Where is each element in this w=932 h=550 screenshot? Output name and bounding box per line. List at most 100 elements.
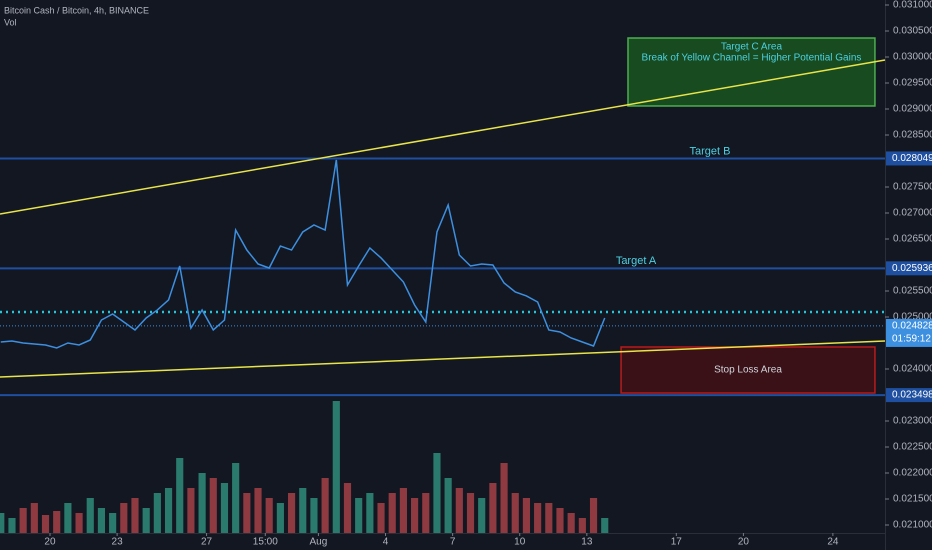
volume-bar: [500, 463, 508, 533]
volume-bar: [153, 493, 161, 533]
volume-bar: [556, 508, 564, 533]
y-tick-label: 0.027500: [893, 182, 932, 193]
y-tick-label: 0.027000: [893, 208, 932, 219]
volume-bar: [422, 493, 430, 533]
volume-bar: [30, 503, 38, 533]
volume-bar: [120, 503, 128, 533]
volume-bar: [478, 498, 486, 533]
volume-bar: [310, 498, 318, 533]
volume-bar: [377, 503, 385, 533]
volume-bar: [567, 513, 575, 533]
volume-label: Vol: [4, 17, 17, 27]
zone: [627, 37, 876, 107]
volume-bar: [589, 498, 598, 533]
x-tick-label: 20: [44, 537, 56, 548]
x-tick-label: 23: [112, 537, 124, 548]
volume-bar: [64, 503, 72, 533]
x-tick-label: 15:00: [253, 537, 278, 548]
volume-bar: [131, 498, 139, 533]
volume-bar: [86, 498, 94, 533]
y-tick-label: 0.029000: [893, 104, 932, 115]
y-tick-label: 0.030000: [893, 52, 932, 63]
volume-bar: [209, 478, 217, 533]
x-tick-label: 20: [738, 537, 750, 548]
volume-bar: [433, 453, 441, 533]
x-tick-label: 10: [514, 537, 526, 548]
level-label: Target A: [616, 255, 657, 267]
volume-bar: [8, 518, 16, 533]
y-tick-label: 0.025500: [893, 286, 932, 297]
current-price-label: 0.024828: [892, 321, 932, 332]
y-tick-label: 0.025000: [893, 312, 932, 323]
level-price-box: [886, 388, 932, 403]
volume-bar: [97, 508, 106, 533]
volume-bar: [522, 498, 531, 533]
x-tick-label: 17: [671, 537, 683, 548]
x-tick-label: Aug: [310, 537, 328, 548]
price-line: [0, 159, 606, 349]
volume-bar: [534, 503, 542, 533]
volume-bar: [142, 508, 150, 533]
level-price-label: 0.023498: [892, 390, 932, 401]
x-tick-label: 27: [201, 537, 213, 548]
volume-bar: [388, 493, 396, 533]
volume-bar: [399, 488, 407, 533]
volume-bar: [164, 488, 173, 533]
y-tick-label: 0.024000: [893, 364, 932, 375]
zone: [620, 346, 876, 394]
volume-bar: [511, 493, 519, 533]
volume-bar: [176, 458, 184, 533]
y-tick-label: 0.026500: [893, 234, 932, 245]
y-tick-label: 0.021000: [893, 520, 932, 531]
volume-bar: [545, 503, 553, 533]
level-price-box: [886, 261, 932, 276]
volume-bar: [41, 515, 50, 533]
volume-bar: [232, 463, 240, 533]
volume-bar: [466, 493, 475, 533]
y-tick-label: 0.031000: [893, 0, 932, 11]
volume-bar: [601, 518, 609, 533]
x-tick-label: 7: [450, 537, 456, 548]
volume-bar: [75, 513, 83, 533]
y-tick-label: 0.029500: [893, 78, 932, 89]
volume-bar: [220, 483, 229, 533]
volume-bar: [444, 478, 452, 533]
volume-bar: [355, 498, 363, 533]
level-label: Target B: [690, 145, 731, 157]
volume-bar: [489, 483, 497, 533]
volume-bar: [321, 478, 329, 533]
volume-bar: [287, 493, 296, 533]
volume-bar: [254, 488, 262, 533]
level-price-label: 0.028049: [892, 153, 932, 164]
y-tick-label: 0.022000: [893, 468, 932, 479]
y-tick-label: 0.021500: [893, 494, 932, 505]
current-price-box: [886, 318, 932, 347]
chart-title: Bitcoin Cash / Bitcoin, 4h, BINANCE: [4, 5, 149, 15]
level-price-box: [886, 151, 932, 166]
volume-bar: [53, 511, 61, 533]
y-tick-label: 0.030500: [893, 26, 932, 37]
trendline: [0, 340, 886, 378]
volume-bar: [299, 488, 307, 533]
y-tick-label: 0.028500: [893, 130, 932, 141]
volume-bar: [187, 488, 195, 533]
volume-bar: [19, 508, 27, 533]
volume-bar: [243, 493, 251, 533]
y-tick-label: 0.023000: [893, 416, 932, 427]
y-tick-label: 0.022500: [893, 442, 932, 453]
volume-bar: [265, 498, 273, 533]
zone-label: Stop Loss Area: [714, 365, 782, 376]
volume-bar: [366, 493, 374, 533]
trendline: [0, 59, 886, 215]
volume-bar: [109, 513, 117, 533]
zone-label: Break of Yellow Channel = Higher Potenti…: [642, 53, 862, 64]
volume-bar: [411, 498, 419, 533]
volume-bar: [455, 488, 463, 533]
x-tick-label: 4: [383, 537, 389, 548]
volume-bar: [332, 401, 340, 533]
x-tick-label: 24: [827, 537, 839, 548]
volume-bar: [578, 518, 586, 533]
volume-bar: [343, 483, 352, 533]
